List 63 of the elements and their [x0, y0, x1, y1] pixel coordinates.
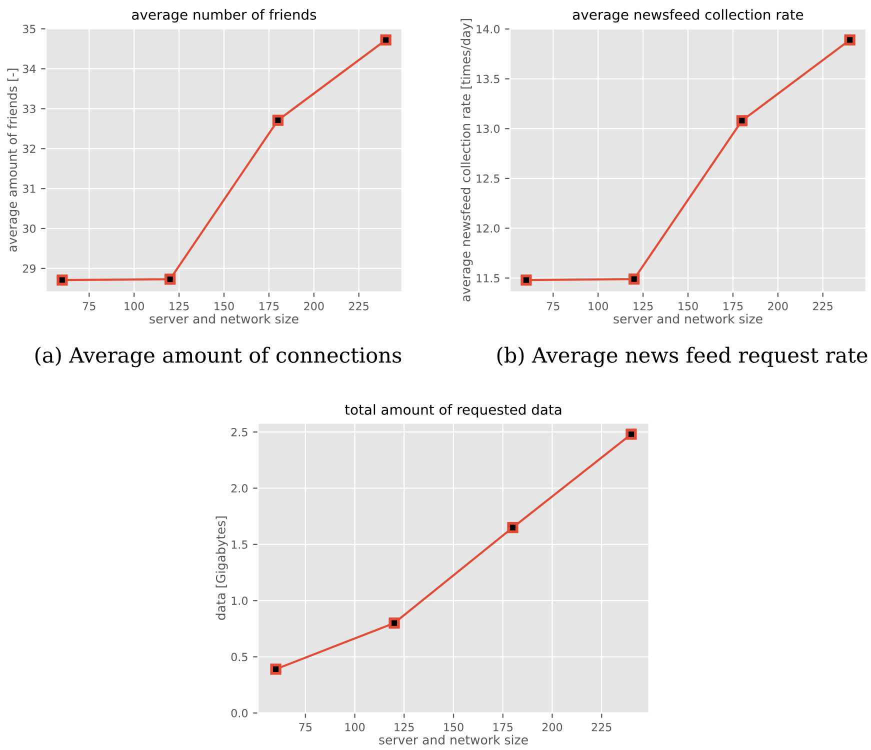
x-tick-label: 150: [678, 302, 698, 310]
x-tick-label: 225: [813, 302, 832, 310]
point: [380, 34, 392, 46]
x-tick-label: 100: [588, 302, 608, 310]
point: [507, 522, 518, 534]
y-tick-label: 2.0: [231, 484, 248, 493]
y-tick-label: 30: [22, 224, 36, 233]
point: [736, 115, 748, 126]
x-tick-label: 125: [394, 722, 414, 732]
x-tick-label: 200: [542, 722, 562, 732]
y-tick-label: 13.5: [476, 74, 500, 84]
y-tick-label: 12.0: [476, 224, 500, 233]
text: (b) Average news feed request rate: [497, 346, 868, 368]
y-tick-label: 2.5: [231, 428, 248, 436]
x-tick-label: 125: [170, 302, 189, 310]
x-tick-label: 75: [299, 723, 312, 732]
y-tick-label: 14.0: [476, 24, 500, 34]
point: [628, 273, 640, 285]
point: [844, 34, 856, 46]
text: (a) Average amount of connections: [35, 346, 402, 368]
point: [272, 114, 284, 126]
y-tick-label: 12.5: [476, 174, 500, 183]
x-axis-title: server and network size: [150, 314, 298, 324]
x-tick-label: 175: [493, 723, 512, 732]
y-tick-label: 1.0: [232, 596, 248, 605]
y-tick-label: 29: [22, 264, 36, 273]
x-tick-label: 75: [546, 302, 560, 310]
x-tick-label: 125: [634, 302, 653, 310]
point: [388, 618, 400, 629]
x-tick-label: 150: [444, 722, 464, 732]
x-axis-title: server and network size: [614, 314, 762, 324]
y-axis-title: average amount of friends [-]: [7, 68, 20, 252]
point: [270, 664, 282, 675]
chart-title: average number of friends: [132, 9, 316, 23]
x-tick-label: 100: [124, 302, 144, 310]
y-tick-label: 0.5: [231, 652, 248, 662]
y-axis-title: average newsfeed collection rate [times/day]: [460, 18, 473, 302]
point: [626, 428, 637, 440]
x-tick-label: 100: [345, 722, 365, 732]
y-tick-label: 33: [22, 104, 36, 114]
y-tick-label: 35: [22, 24, 36, 34]
point: [164, 274, 176, 285]
x-tick-label: 200: [304, 302, 324, 310]
y-tick-label: 13.0: [476, 124, 500, 133]
x-tick-label: 225: [349, 302, 368, 310]
y-tick-label: 0.0: [231, 708, 248, 718]
y-tick-label: 34: [22, 64, 36, 74]
y-tick-label: 11.5: [476, 274, 500, 282]
x-axis-title: server and network size: [379, 734, 528, 745]
x-tick-label: 225: [592, 722, 612, 732]
x-tick-label: 175: [260, 302, 279, 310]
x-tick-label: 150: [214, 302, 234, 310]
x-tick-label: 200: [768, 302, 788, 310]
point: [520, 274, 532, 286]
y-axis-title: data [Gigabytes]: [216, 516, 228, 620]
chart-title: total amount of requested data: [344, 404, 562, 418]
point: [56, 274, 68, 286]
chart-title: average newsfeed collection rate: [572, 9, 804, 23]
y-tick-label: 32: [22, 144, 36, 153]
y-tick-label: 1.5: [232, 540, 248, 549]
x-tick-label: 175: [724, 302, 743, 310]
x-tick-label: 75: [82, 302, 96, 310]
y-tick-label: 31: [22, 184, 36, 193]
